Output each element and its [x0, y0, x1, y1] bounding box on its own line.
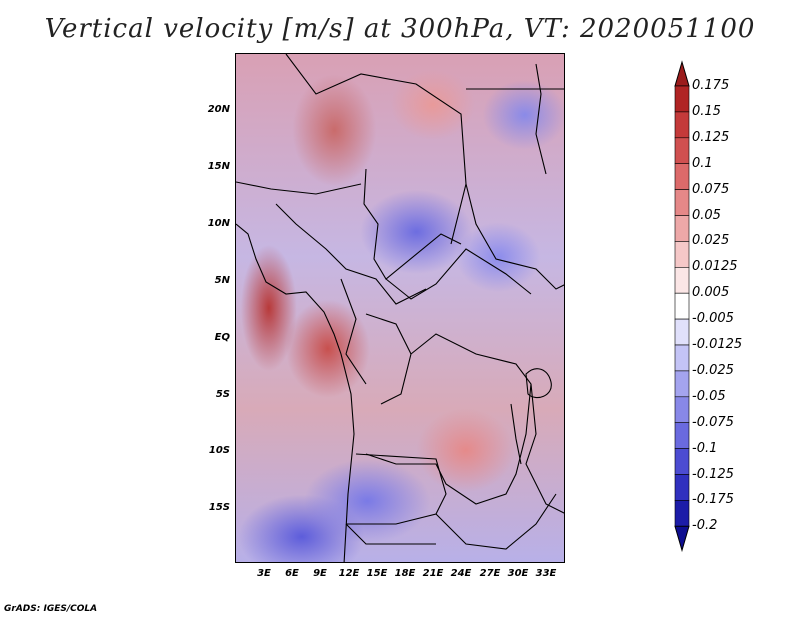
lat-label-15n: 15N — [207, 161, 230, 172]
colorbar-label: -0.1 — [692, 440, 718, 456]
lon-label-18e: 18E — [394, 568, 416, 579]
colorbar-label: 0.175 — [692, 78, 730, 93]
lon-label-27e: 27E — [479, 568, 501, 579]
border-cameroon — [340, 278, 367, 385]
border-nigeria — [275, 203, 427, 305]
colorbar-bar — [674, 60, 690, 553]
colorbar-label: -0.125 — [692, 466, 734, 482]
lat-label-10n: 10N — [207, 218, 230, 229]
lon-label-33e: 33E — [535, 568, 557, 579]
lat-label-15s: 15S — [208, 502, 230, 513]
colorbar-label: -0.025 — [692, 362, 734, 378]
colorbar-swatch — [674, 500, 690, 527]
colorbar-label: 0.05 — [692, 207, 721, 223]
chart-title: Vertical velocity [m/s] at 300hPa, VT: 2… — [44, 14, 756, 44]
border-tanzania — [525, 383, 564, 514]
colorbar-label: 0.025 — [692, 233, 730, 249]
colorbar-label: -0.175 — [692, 492, 734, 508]
lon-label-30e: 30E — [507, 568, 529, 579]
colorbar-swatch — [674, 163, 690, 190]
border-car — [385, 248, 532, 300]
map-overlay — [236, 54, 564, 562]
colorbar-label: 0.005 — [692, 285, 730, 301]
colorbar-bottom-arrow — [674, 525, 690, 553]
lon-label-6e: 6E — [285, 568, 299, 579]
colorbar-top-arrow — [674, 60, 690, 87]
colorbar-swatch — [674, 137, 690, 165]
coastline — [236, 223, 355, 562]
border-zambia — [435, 493, 557, 550]
colorbar-label: -0.075 — [692, 414, 734, 430]
colorbar-swatch — [674, 241, 690, 268]
colorbar-swatch — [674, 189, 690, 216]
colorbar-swatch — [674, 85, 690, 113]
border-congo — [365, 313, 412, 405]
border-drc — [365, 333, 532, 505]
colorbar-label: -0.2 — [692, 518, 718, 534]
border-chad — [363, 168, 462, 280]
nile — [535, 63, 547, 175]
colorbar-swatch — [674, 267, 690, 294]
colorbar-swatch — [674, 370, 690, 398]
colorbar-label: 0.125 — [692, 129, 730, 145]
border-niger — [236, 181, 362, 195]
colorbar-swatch — [674, 448, 690, 475]
lon-label-9e: 9E — [313, 568, 327, 579]
colorbar-swatch — [674, 111, 690, 139]
lon-label-3e: 3E — [257, 568, 271, 579]
border-libya-niger — [285, 54, 467, 245]
map-field — [235, 53, 565, 563]
footer-credit: GrADS: IGES/COLA — [4, 604, 98, 614]
lake-tanganyika — [510, 403, 522, 465]
lon-label-21e: 21E — [422, 568, 444, 579]
border-namibia — [345, 523, 436, 545]
lat-label-5s: 5S — [215, 389, 230, 400]
colorbar-swatch — [674, 474, 690, 501]
colorbar-swatch — [674, 344, 690, 372]
colorbar-swatch — [674, 396, 690, 423]
colorbar-label: 0.1 — [692, 155, 713, 171]
lon-label-24e: 24E — [450, 568, 472, 579]
border-angola — [346, 453, 447, 525]
colorbar-swatch — [674, 215, 690, 242]
colorbar-label: 0.075 — [692, 181, 730, 197]
lat-label-20n: 20N — [207, 104, 230, 115]
lat-label-10s: 10S — [208, 445, 230, 456]
colorbar-label: -0.05 — [692, 388, 726, 404]
colorbar-label: -0.005 — [692, 311, 734, 327]
colorbar-label: -0.0125 — [692, 337, 743, 352]
lon-label-12e: 12E — [338, 568, 360, 579]
colorbar-label: 0.0125 — [692, 259, 738, 275]
lon-label-15e: 15E — [366, 568, 388, 579]
lake-victoria — [525, 368, 552, 399]
colorbar-label: 0.15 — [692, 103, 721, 119]
colorbar-swatch — [674, 422, 690, 449]
lat-label-eq: EQ — [214, 332, 230, 343]
border-sudan — [465, 183, 564, 290]
colorbar-swatch — [674, 292, 690, 320]
lat-label-5n: 5N — [214, 275, 230, 286]
colorbar-swatch — [674, 318, 690, 346]
